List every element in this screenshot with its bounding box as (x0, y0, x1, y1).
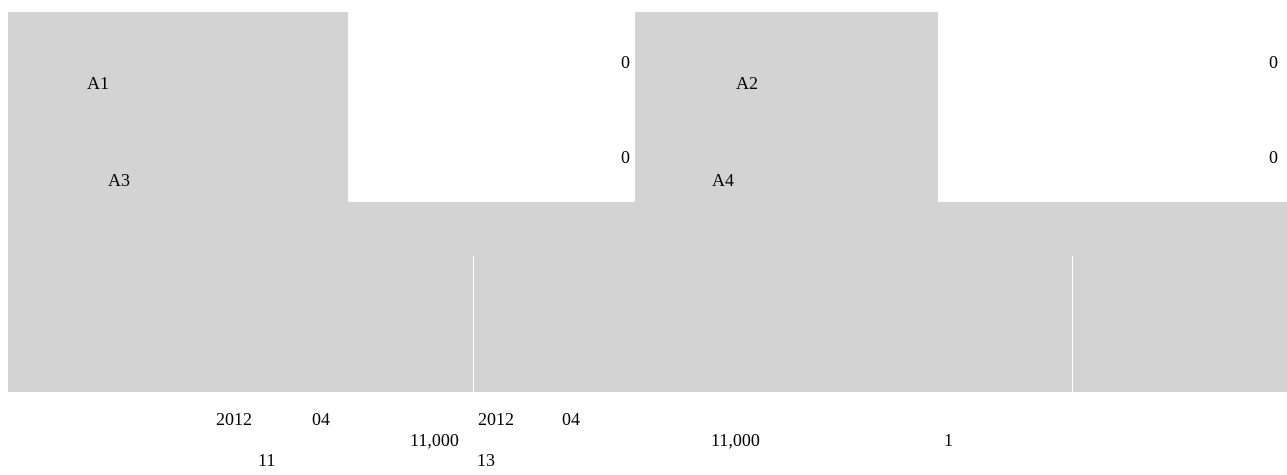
cell-a2-label: A2 (736, 73, 758, 93)
detail-col1-month: 04 (312, 409, 330, 429)
a-left-panel (8, 12, 348, 202)
cell-a3-label: A3 (108, 170, 130, 190)
detail-col2-amount: 11,000 (711, 430, 760, 450)
detail-col2-day: 13 (477, 450, 495, 470)
detail-col1-year: 2012 (216, 409, 252, 429)
a-right-panel (635, 12, 938, 202)
cell-a2-value: 0 (1269, 52, 1278, 72)
header-divider-1 (473, 256, 474, 392)
detail-col1-amount: 11,000 (410, 430, 459, 450)
detail-col2-month: 04 (562, 409, 580, 429)
cell-a1-value: 0 (621, 52, 630, 72)
detail-col1-day: 11 (258, 450, 276, 470)
detail-col2-year: 2012 (478, 409, 514, 429)
cell-a3-value: 0 (621, 147, 630, 167)
table-header-band (8, 202, 1287, 392)
cell-a4-label: A4 (712, 170, 734, 190)
cell-a1-label: A1 (87, 73, 109, 93)
cell-a4-value: 0 (1269, 147, 1278, 167)
header-divider-2 (1072, 256, 1073, 392)
detail-col3-count: 1 (944, 430, 953, 450)
